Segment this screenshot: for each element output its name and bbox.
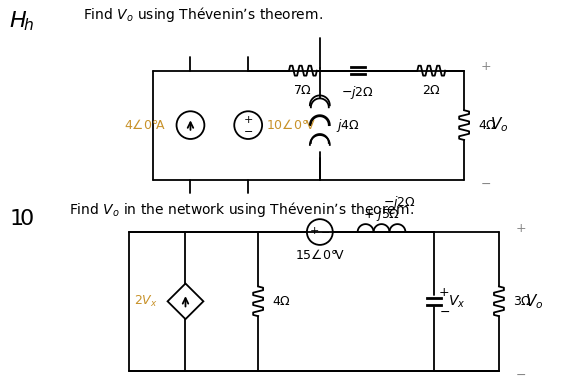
- Text: $-$: $-$: [515, 368, 527, 381]
- Text: +: +: [515, 222, 526, 235]
- Text: $2V_x$: $2V_x$: [134, 294, 158, 309]
- Text: $j4\Omega$: $j4\Omega$: [336, 117, 360, 134]
- Text: $V_o$: $V_o$: [490, 116, 508, 134]
- Text: +: +: [481, 60, 491, 73]
- Text: $-j2\Omega$: $-j2\Omega$: [341, 84, 374, 101]
- Text: +: +: [243, 115, 253, 125]
- Text: $4\Omega$: $4\Omega$: [478, 119, 497, 132]
- Text: $7\Omega$: $7\Omega$: [294, 84, 312, 96]
- Text: $-$: $-$: [481, 177, 491, 190]
- Text: $-$: $-$: [243, 125, 253, 135]
- Text: $2\Omega$: $2\Omega$: [422, 84, 441, 96]
- Text: +: +: [310, 226, 320, 236]
- Text: $\mathit{H}_{\!\mathit{h}}$: $\mathit{H}_{\!\mathit{h}}$: [9, 9, 34, 33]
- Text: $-$: $-$: [439, 305, 450, 318]
- Text: $V_x$: $V_x$: [448, 293, 466, 310]
- Text: +: +: [439, 286, 450, 299]
- Text: $4\Omega$: $4\Omega$: [272, 295, 291, 308]
- Text: $+\ j5\Omega$: $+\ j5\Omega$: [363, 206, 400, 223]
- Text: Find $V_o$ in the network using Thévenin’s theorem.: Find $V_o$ in the network using Thévenin…: [69, 200, 414, 219]
- Text: $4\angle0°\!$A: $4\angle0°\!$A: [124, 118, 165, 132]
- Text: $10\angle0°\!$V: $10\angle0°\!$V: [266, 118, 316, 132]
- Text: $-j2\Omega$: $-j2\Omega$: [384, 194, 416, 211]
- Text: $15\angle0°\!$V: $15\angle0°\!$V: [295, 248, 345, 262]
- Text: $-$: $-$: [320, 226, 330, 236]
- Text: $\mathit{1\!0}$: $\mathit{1\!0}$: [9, 209, 35, 229]
- Text: $3\Omega$: $3\Omega$: [513, 295, 532, 308]
- Text: Find $V_o$ using Thévenin’s theorem.: Find $V_o$ using Thévenin’s theorem.: [83, 5, 323, 24]
- Text: $V_o$: $V_o$: [525, 292, 543, 311]
